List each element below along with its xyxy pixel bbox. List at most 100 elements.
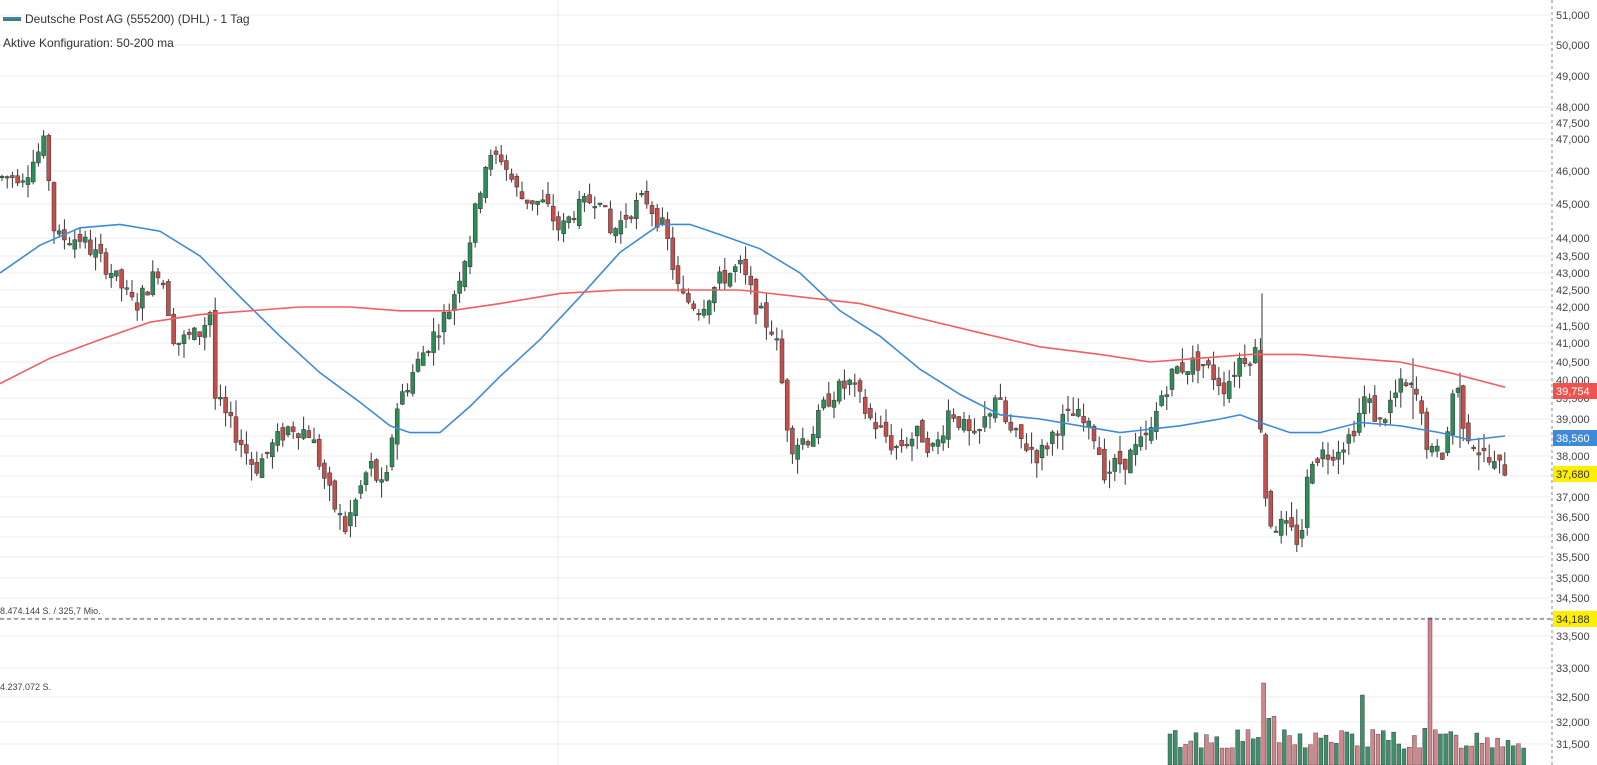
candle-body — [998, 397, 1003, 400]
candle-body — [498, 154, 504, 163]
candle-body — [483, 166, 488, 198]
candle-body — [920, 420, 925, 443]
candle-body — [1466, 422, 1471, 442]
candle-body — [56, 230, 62, 235]
candle-body — [639, 193, 644, 196]
candle-body — [296, 433, 301, 439]
candle-body — [405, 389, 410, 393]
candle-body — [77, 233, 83, 242]
candle-body — [1221, 382, 1227, 395]
y-tick-label: 32,000 — [1556, 717, 1590, 729]
volume-bar — [1198, 747, 1204, 765]
candle-body — [249, 459, 254, 465]
candle-body — [1403, 382, 1409, 386]
candle-body — [1091, 425, 1097, 442]
candle-body — [493, 150, 499, 155]
candle-body — [644, 190, 650, 205]
candle-body — [1247, 363, 1253, 366]
candle-body — [186, 332, 192, 335]
candle-body — [462, 261, 468, 288]
candle-body — [1122, 458, 1128, 470]
volume-bar — [1282, 729, 1287, 765]
candle-body — [192, 327, 197, 340]
candle-body — [358, 485, 364, 494]
moving-average-lines — [0, 223, 1506, 441]
candle-body — [488, 155, 494, 170]
candle-body — [1367, 398, 1372, 403]
candle-body — [597, 202, 603, 205]
candle-body — [836, 380, 842, 402]
candle-body — [322, 462, 327, 479]
candle-body — [1284, 520, 1289, 524]
y-tick-label: 31,500 — [1556, 739, 1590, 751]
candle-body — [951, 414, 956, 419]
candle-body — [987, 413, 993, 417]
candle-body — [940, 435, 946, 444]
candle-body — [524, 199, 530, 204]
candle-body — [426, 350, 431, 353]
candle-body — [1185, 371, 1190, 375]
candle-body — [628, 216, 634, 220]
candle-body — [202, 324, 208, 338]
y-tick-label: 46,000 — [1556, 166, 1590, 178]
candle-body — [504, 160, 509, 170]
candle-body — [582, 196, 587, 203]
candle-body — [1195, 351, 1201, 371]
volume-bar — [1297, 733, 1303, 765]
candle-body — [301, 429, 306, 439]
candle-body — [1377, 417, 1383, 420]
y-tick-label: 48,000 — [1556, 102, 1590, 114]
candle-body — [478, 192, 483, 210]
volume-bar — [1396, 743, 1402, 765]
candle-body — [467, 242, 473, 267]
candle-body — [1268, 490, 1274, 527]
candle-body — [290, 426, 296, 432]
candle-body — [738, 259, 743, 265]
candle-body — [363, 472, 369, 486]
candle-body — [4, 176, 10, 179]
ma50-line — [0, 223, 1506, 441]
volume-bar — [1292, 744, 1298, 765]
candle-body — [280, 427, 286, 441]
candle-body — [686, 293, 691, 303]
candle-body — [374, 459, 379, 481]
volume-bar — [1365, 746, 1370, 765]
candle-body — [259, 458, 265, 478]
candle-body — [1341, 449, 1346, 453]
candle-body — [181, 334, 187, 344]
candle-body — [1492, 461, 1497, 469]
candle-body — [1372, 395, 1378, 422]
candle-body — [613, 228, 618, 237]
candle-body — [665, 219, 670, 239]
candle-body — [1148, 427, 1154, 441]
candle-body — [774, 338, 780, 341]
candle-body — [634, 200, 639, 219]
candle-body — [452, 294, 457, 311]
volume-bar — [1209, 742, 1214, 765]
candle-body — [431, 331, 436, 353]
volume-bar — [1183, 744, 1188, 765]
candle-body — [712, 286, 717, 304]
candle-body — [810, 434, 816, 447]
candle-body — [212, 310, 218, 399]
candle-body — [717, 271, 722, 284]
candle-body — [1445, 431, 1450, 453]
candle-body — [30, 161, 36, 183]
candle-body — [1429, 446, 1435, 453]
volume-bar — [1443, 733, 1448, 765]
candle-body — [1304, 476, 1310, 528]
candle-body — [992, 397, 998, 419]
candle-body — [722, 270, 728, 284]
candle-body — [114, 270, 119, 277]
candle-body — [1471, 446, 1476, 449]
candle-body — [779, 338, 785, 384]
volume-bar — [1235, 729, 1240, 765]
candle-body — [316, 439, 322, 467]
volume-bar — [1360, 694, 1365, 765]
volume-bar — [1318, 737, 1324, 765]
candle-body — [244, 444, 249, 454]
volume-bar — [1271, 716, 1277, 765]
volume-bar — [1375, 734, 1381, 765]
candle-body — [420, 352, 426, 366]
candle-body — [1050, 431, 1055, 444]
